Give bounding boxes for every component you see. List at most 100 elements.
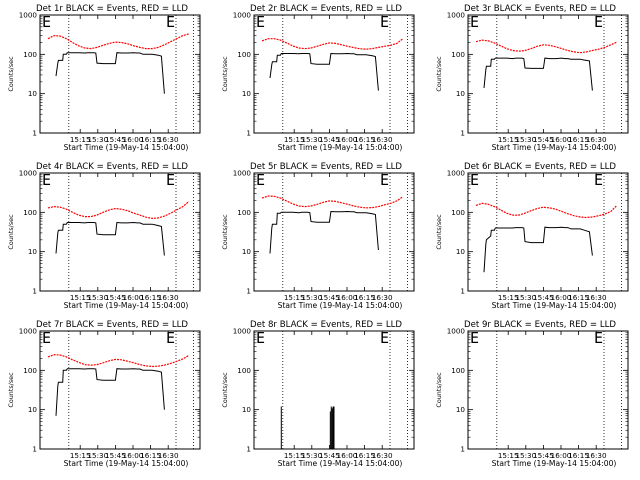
panel-det-8: Det 8r BLACK = Events, RED = LLD 1 10 100 10… xyxy=(221,320,415,468)
x-tick-label: 15:15 xyxy=(284,135,305,144)
x-tick-label: 15:30 xyxy=(87,293,108,302)
lld-series-line xyxy=(475,39,618,54)
x-tick-label: 15:30 xyxy=(515,451,536,460)
plot-frame xyxy=(253,172,415,292)
event-marker-label: E xyxy=(42,13,51,31)
x-tick-label: 16:00 xyxy=(551,135,572,144)
y-tick-label: 10 xyxy=(242,247,252,256)
x-tick-label: 16:00 xyxy=(337,293,358,302)
x-tick-label: 16:00 xyxy=(123,451,144,460)
plot-frame xyxy=(253,14,415,134)
x-tick-label: 15:45 xyxy=(319,135,340,144)
y-tick-label: 10 xyxy=(456,89,466,98)
x-tick-label: 16:15 xyxy=(354,293,375,302)
y-tick-label: 1000 xyxy=(447,11,466,20)
lld-series-line xyxy=(475,202,618,219)
plot-frame xyxy=(39,14,201,134)
lld-series-line xyxy=(47,354,190,368)
y-tick-label: 1000 xyxy=(233,169,252,178)
x-tick-label: 16:00 xyxy=(337,451,358,460)
panel-title: Det 7r BLACK = Events, RED = LLD xyxy=(36,320,188,330)
y-tick-label: 100 xyxy=(451,366,465,375)
y-tick-label: 1000 xyxy=(19,327,38,336)
panel-title: Det 4r BLACK = Events, RED = LLD xyxy=(36,162,188,172)
event-marker-label: E xyxy=(470,13,479,31)
event-marker-label: E xyxy=(42,171,51,189)
panel-title: Det 1r BLACK = Events, RED = LLD xyxy=(36,4,188,14)
x-tick-label: 15:30 xyxy=(515,135,536,144)
x-tick-label: 15:15 xyxy=(284,451,305,460)
plot-frame xyxy=(467,172,629,292)
events-series-line xyxy=(55,368,165,416)
lld-series-line xyxy=(47,200,190,220)
events-series-line xyxy=(269,52,379,91)
event-marker-label: E xyxy=(594,13,603,31)
x-tick-label: 16:30 xyxy=(158,293,179,302)
plot-frame xyxy=(467,14,629,134)
event-marker-label: E xyxy=(256,329,265,347)
events-series-line xyxy=(483,226,593,273)
plot-frame xyxy=(467,330,629,450)
x-tick-label: 15:45 xyxy=(105,135,126,144)
x-tick-label: 16:15 xyxy=(568,293,589,302)
y-tick-label: 1 xyxy=(246,287,251,296)
x-tick-label: 15:15 xyxy=(498,135,519,144)
x-tick-label: 15:30 xyxy=(301,135,322,144)
panel-title: Det 5r BLACK = Events, RED = LLD xyxy=(250,162,402,172)
events-series-line xyxy=(55,52,165,94)
event-marker-label: E xyxy=(380,171,389,189)
x-axis-label: Start Time (19-May-14 15:04:00) xyxy=(278,301,403,310)
event-marker-label: E xyxy=(380,329,389,347)
x-tick-label: 16:15 xyxy=(354,451,375,460)
panel-det-5: Det 5r BLACK = Events, RED = LLD 1 10 100 10… xyxy=(221,162,415,310)
y-axis-label: Counts/sec xyxy=(221,214,229,250)
panel-det-6: Det 6r BLACK = Events, RED = LLD 1 10 100 10… xyxy=(435,162,629,310)
x-tick-label: 16:15 xyxy=(140,293,161,302)
y-tick-label: 10 xyxy=(456,405,466,414)
event-marker-label: E xyxy=(166,13,175,31)
y-tick-label: 10 xyxy=(242,89,252,98)
y-axis-label: Counts/sec xyxy=(7,372,15,408)
x-tick-label: 16:15 xyxy=(354,135,375,144)
x-axis-label: Start Time (19-May-14 15:04:00) xyxy=(492,459,617,468)
x-tick-label: 16:30 xyxy=(372,293,393,302)
y-tick-label: 1000 xyxy=(447,327,466,336)
x-tick-label: 15:30 xyxy=(301,293,322,302)
y-tick-label: 1 xyxy=(460,129,465,138)
event-marker-label: E xyxy=(42,329,51,347)
x-axis-label: Start Time (19-May-14 15:04:00) xyxy=(492,301,617,310)
panel-title: Det 9r BLACK = Events, RED = LLD xyxy=(464,320,616,330)
y-tick-label: 100 xyxy=(23,50,37,59)
panel-det-4: Det 4r BLACK = Events, RED = LLD 1 10 100 10… xyxy=(7,162,201,310)
lld-series-line xyxy=(261,38,404,50)
x-axis-label: Start Time (19-May-14 15:04:00) xyxy=(278,459,403,468)
x-tick-label: 15:45 xyxy=(319,293,340,302)
event-marker-label: E xyxy=(594,171,603,189)
panel-title: Det 6r BLACK = Events, RED = LLD xyxy=(464,162,616,172)
y-axis-label: Counts/sec xyxy=(221,372,229,408)
x-axis-label: Start Time (19-May-14 15:04:00) xyxy=(64,459,189,468)
x-tick-label: 15:30 xyxy=(301,451,322,460)
panel-title: Det 8r BLACK = Events, RED = LLD xyxy=(250,320,402,330)
x-tick-label: 16:30 xyxy=(158,451,179,460)
x-tick-label: 16:30 xyxy=(158,135,179,144)
y-axis-label: Counts/sec xyxy=(435,372,443,408)
x-tick-label: 16:00 xyxy=(123,135,144,144)
y-tick-label: 100 xyxy=(23,208,37,217)
x-tick-label: 15:15 xyxy=(498,451,519,460)
panel-det-7: Det 7r BLACK = Events, RED = LLD 1 10 100 10… xyxy=(7,320,201,468)
x-tick-label: 15:30 xyxy=(87,451,108,460)
y-tick-label: 100 xyxy=(451,208,465,217)
x-tick-label: 15:30 xyxy=(515,293,536,302)
events-series-line xyxy=(55,221,165,256)
event-marker-label: E xyxy=(380,13,389,31)
y-tick-label: 1 xyxy=(460,287,465,296)
plot-frame xyxy=(39,330,201,450)
x-tick-label: 16:15 xyxy=(140,135,161,144)
plot-frame xyxy=(39,172,201,292)
x-tick-label: 15:45 xyxy=(105,293,126,302)
event-marker-label: E xyxy=(470,329,479,347)
y-tick-label: 1000 xyxy=(233,327,252,336)
x-tick-label: 16:15 xyxy=(568,451,589,460)
y-tick-label: 10 xyxy=(28,89,38,98)
